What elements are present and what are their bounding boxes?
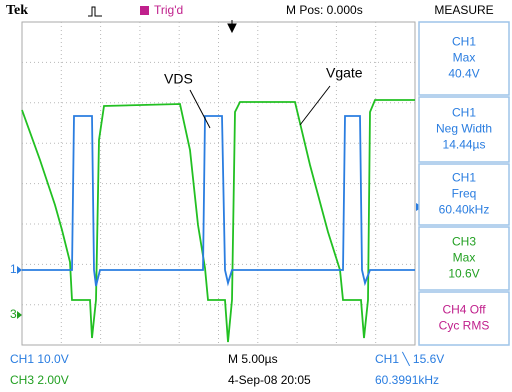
- measure-text: Neg Width: [436, 122, 492, 136]
- measure-text: 14.44µs: [443, 138, 486, 152]
- annotation: VDS: [164, 71, 193, 87]
- channel-marker: 1: [10, 262, 17, 276]
- measure-text: Freq: [452, 187, 477, 201]
- channel-marker: 3: [10, 307, 17, 321]
- measure-text: CH4 Off: [442, 303, 486, 317]
- measure-text: CH1: [452, 106, 476, 120]
- measure-text: Cyc RMS: [439, 319, 490, 333]
- trigger-setting: CH1 ╲ 15.6V: [375, 351, 444, 366]
- ch1-scale: CH1 10.0V: [10, 352, 69, 366]
- measure-text: 10.6V: [448, 267, 479, 281]
- timebase: M 5.00µs: [228, 352, 278, 366]
- measure-text: CH1: [452, 35, 476, 49]
- scope-screen: Tek Trig'd M Pos: 0.000s MEASURE VDS Vga…: [0, 0, 512, 392]
- measure-text: Max: [453, 51, 476, 65]
- frequency: 60.3991kHz: [375, 373, 439, 387]
- measure-menu: CH1 Max 40.4V CH1 Neg Width 14.44µs CH1 Freq 60.…: [419, 22, 509, 345]
- measure-text: CH1: [452, 171, 476, 185]
- trigger-status: Trig'd: [154, 3, 183, 17]
- trig-icon: [140, 6, 149, 15]
- measure-text: CH3: [452, 235, 476, 249]
- brand: Tek: [6, 3, 28, 18]
- annotation: Vgate: [326, 65, 363, 81]
- measure-text: 60.40kHz: [439, 203, 490, 217]
- measure-text: 40.4V: [448, 67, 479, 81]
- position: M Pos: 0.000s: [286, 3, 363, 17]
- ch3-scale: CH3 2.00V: [10, 373, 69, 387]
- measure-text: Max: [453, 251, 476, 265]
- date: 4-Sep-08 20:05: [228, 373, 311, 387]
- menu-title: MEASURE: [434, 3, 493, 17]
